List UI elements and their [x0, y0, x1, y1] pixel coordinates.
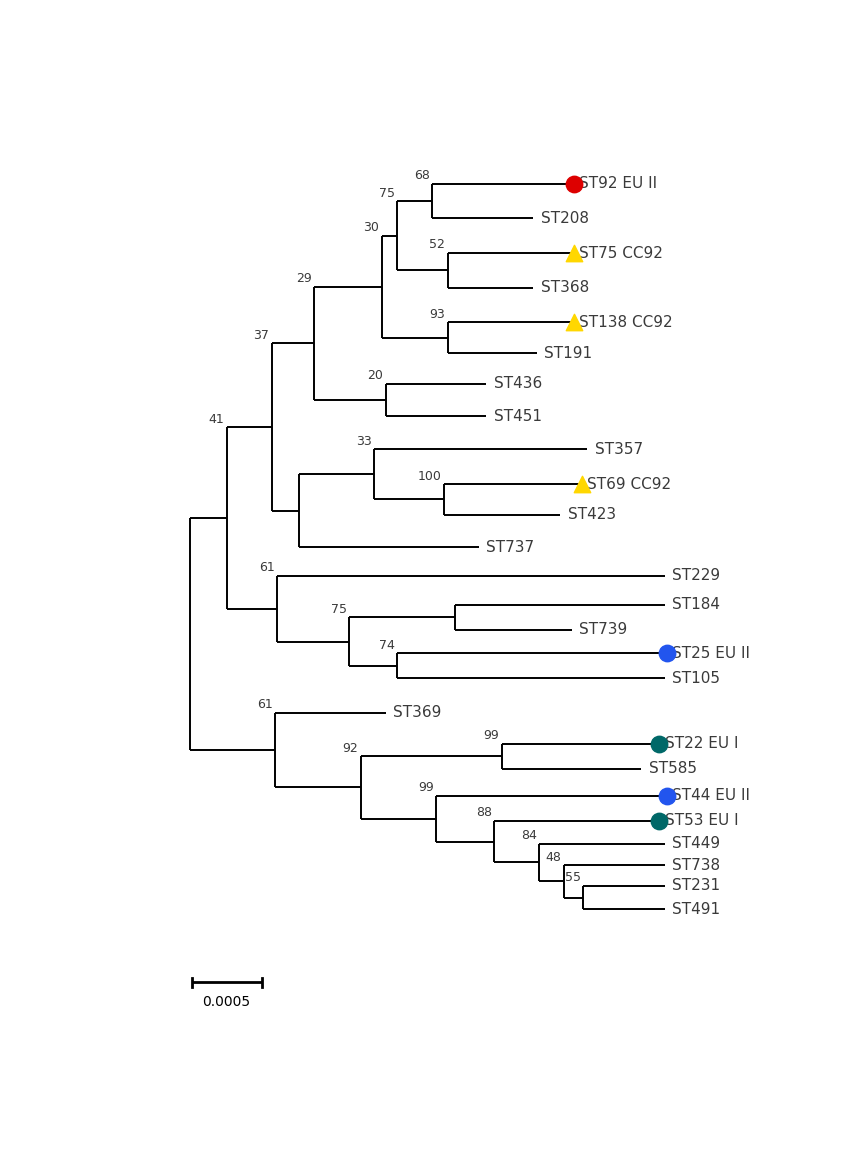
Text: ST436: ST436: [494, 377, 542, 392]
Text: 29: 29: [296, 272, 312, 285]
Text: ST369: ST369: [394, 705, 441, 720]
Point: [575, 475, 589, 494]
Text: ST184: ST184: [672, 597, 720, 612]
Text: ST491: ST491: [672, 902, 721, 917]
Text: 52: 52: [429, 239, 446, 252]
Text: 55: 55: [565, 872, 581, 884]
Point: [567, 243, 581, 262]
Text: ST25 EU II: ST25 EU II: [672, 646, 751, 661]
Text: ST231: ST231: [672, 879, 721, 894]
Text: ST53 EU I: ST53 EU I: [665, 812, 738, 828]
Text: 0.0005: 0.0005: [203, 994, 250, 1008]
Text: ST585: ST585: [649, 761, 697, 777]
Text: 93: 93: [429, 308, 446, 321]
Text: 61: 61: [259, 561, 274, 574]
Text: ST737: ST737: [486, 540, 534, 555]
Text: ST138 CC92: ST138 CC92: [579, 315, 673, 330]
Text: ST75 CC92: ST75 CC92: [579, 246, 663, 261]
Text: 92: 92: [343, 742, 359, 755]
Text: ST22 EU I: ST22 EU I: [665, 736, 738, 751]
Text: ST368: ST368: [540, 280, 589, 296]
Text: ST451: ST451: [494, 409, 542, 424]
Text: 88: 88: [475, 806, 492, 819]
Point: [567, 175, 581, 194]
Text: 20: 20: [367, 370, 383, 382]
Text: 48: 48: [545, 851, 561, 863]
Point: [660, 787, 674, 806]
Point: [653, 735, 666, 753]
Text: 61: 61: [257, 698, 273, 712]
Text: ST208: ST208: [540, 211, 589, 226]
Text: 68: 68: [414, 169, 429, 182]
Text: ST69 CC92: ST69 CC92: [587, 476, 671, 491]
Text: 41: 41: [209, 413, 224, 425]
Text: 75: 75: [331, 603, 347, 615]
Text: ST423: ST423: [567, 508, 616, 523]
Text: ST739: ST739: [579, 622, 628, 637]
Point: [660, 644, 674, 663]
Point: [567, 313, 581, 331]
Text: 75: 75: [379, 187, 394, 199]
Text: ST44 EU II: ST44 EU II: [672, 788, 751, 803]
Text: 100: 100: [417, 469, 441, 482]
Text: 99: 99: [484, 729, 499, 742]
Text: 74: 74: [379, 639, 394, 651]
Text: ST449: ST449: [672, 836, 721, 851]
Point: [653, 811, 666, 830]
Text: ST738: ST738: [672, 858, 721, 873]
Text: ST229: ST229: [672, 568, 721, 583]
Text: 84: 84: [521, 829, 537, 843]
Text: 99: 99: [417, 781, 434, 794]
Text: 37: 37: [253, 329, 269, 342]
Text: ST191: ST191: [544, 345, 592, 360]
Text: 30: 30: [364, 221, 379, 234]
Text: ST105: ST105: [672, 671, 720, 686]
Text: ST357: ST357: [595, 442, 643, 457]
Text: 33: 33: [356, 435, 371, 447]
Text: ST92 EU II: ST92 EU II: [579, 176, 658, 191]
